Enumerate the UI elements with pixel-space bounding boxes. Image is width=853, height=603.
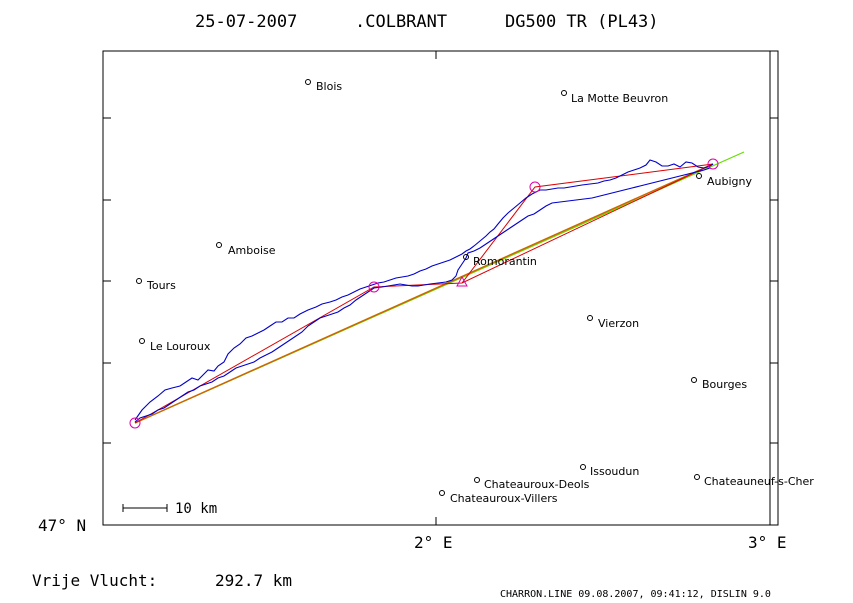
town-chateauroux-deols: Chateauroux-Deols: [484, 478, 590, 491]
lon-label-2e: 2° E: [414, 533, 453, 552]
town-chateauneuf-s-cher: Chateauneuf-s-Cher: [704, 475, 814, 488]
turnpoint-3: [529, 181, 541, 193]
town-vierzon: Vierzon: [598, 317, 639, 330]
lat-ticks: [103, 51, 778, 525]
town-la-motte-beuvron: La Motte Beuvron: [571, 92, 668, 105]
flight-track: [134, 159, 714, 421]
town-issoudun: Issoudun: [590, 465, 639, 478]
reference-line-orange: [134, 163, 714, 424]
lon-label-3e: 3° E: [748, 533, 787, 552]
footer-info: CHARRON.LINE 09.08.2007, 09:41:12, DISLI…: [500, 589, 771, 600]
town-amboise: Amboise: [228, 244, 276, 257]
glider-type: DG500 TR (PL43): [505, 12, 659, 32]
town-le-louroux: Le Louroux: [150, 340, 211, 353]
town-bourges: Bourges: [702, 378, 747, 391]
lat-label: 47° N: [38, 516, 86, 535]
flight-date: 25-07-2007: [195, 12, 297, 32]
town-romorantin: Romorantin: [473, 255, 537, 268]
turnpoint-start: [129, 417, 141, 429]
town-blois: Blois: [316, 80, 342, 93]
distance-value: 292.7 km: [215, 571, 292, 590]
turnpoint-2-triangle: [456, 275, 468, 287]
turnpoints: [129, 158, 719, 429]
town-aubigny: Aubigny: [707, 175, 752, 188]
distance-label: Vrije Vlucht:: [32, 571, 157, 590]
pilot-name: .COLBRANT: [355, 12, 447, 32]
scale-bar-label: 10 km: [175, 501, 217, 517]
map-frame: [102, 50, 779, 526]
scale-bar: 10 km: [122, 501, 217, 517]
town-tours: Tours: [146, 279, 176, 292]
flight-track-return: [134, 167, 711, 423]
town-chateauroux-villers: Chateauroux-Villers: [450, 492, 558, 505]
town-markers: [136, 79, 702, 496]
turnpoint-1: [368, 281, 380, 293]
turnpoint-finish: [707, 158, 719, 170]
